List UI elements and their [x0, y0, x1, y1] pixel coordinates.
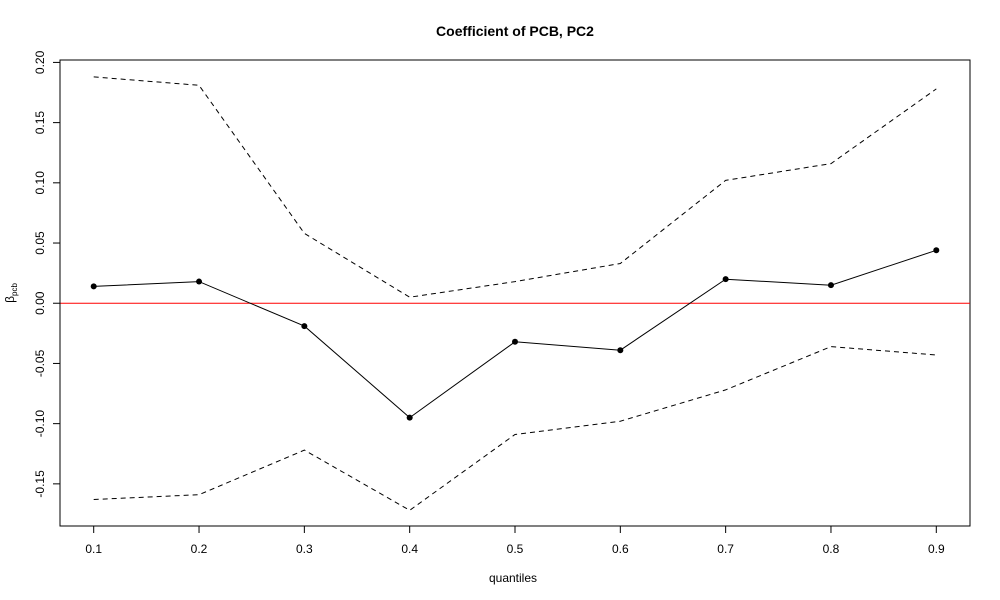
y-axis-label-symbol: β [3, 296, 17, 303]
x-tick-label: 0.4 [401, 542, 418, 556]
y-axis-label-subscript: pcb [10, 283, 19, 296]
x-tick-label: 0.9 [928, 542, 945, 556]
lower-bound-line [93, 346, 937, 511]
x-axis: 0.1 0.2 0.3 0.4 0.5 0.6 0.7 0.8 0.9 [85, 525, 945, 556]
y-axis: -0.15 -0.10 -0.05 0.00 0.05 0.10 0.15 0.20 [33, 50, 61, 498]
data-point [933, 247, 940, 254]
chart-title: Coefficient of PCB, PC2 [436, 23, 594, 39]
data-point [617, 347, 624, 354]
y-tick-label: -0.10 [33, 410, 47, 438]
y-tick-label: 0.10 [33, 171, 47, 195]
x-axis-label: quantiles [489, 571, 537, 585]
data-point [301, 323, 308, 330]
upper-bound-line [93, 76, 937, 298]
y-tick-label: 0.05 [33, 231, 47, 255]
data-point [406, 414, 413, 421]
plot-frame [59, 59, 971, 527]
y-tick-label: -0.05 [33, 349, 47, 377]
y-tick-label: 0.00 [33, 291, 47, 315]
y-tick-label: 0.20 [33, 50, 47, 74]
data-point [827, 282, 834, 289]
series-layer [90, 76, 940, 511]
data-point [90, 283, 97, 290]
data-point [196, 278, 203, 285]
x-tick-label: 0.6 [612, 542, 629, 556]
y-tick-label: 0.15 [33, 111, 47, 135]
y-axis-label: βpcb [3, 283, 19, 303]
estimate-line [93, 249, 937, 419]
x-tick-label: 0.3 [296, 542, 313, 556]
y-tick-label: -0.15 [33, 470, 47, 498]
x-tick-label: 0.1 [85, 542, 102, 556]
x-tick-label: 0.7 [717, 542, 734, 556]
data-point [722, 276, 729, 283]
x-tick-label: 0.5 [507, 542, 524, 556]
data-point [512, 338, 518, 345]
x-tick-label: 0.8 [823, 542, 840, 556]
x-tick-label: 0.2 [191, 542, 208, 556]
